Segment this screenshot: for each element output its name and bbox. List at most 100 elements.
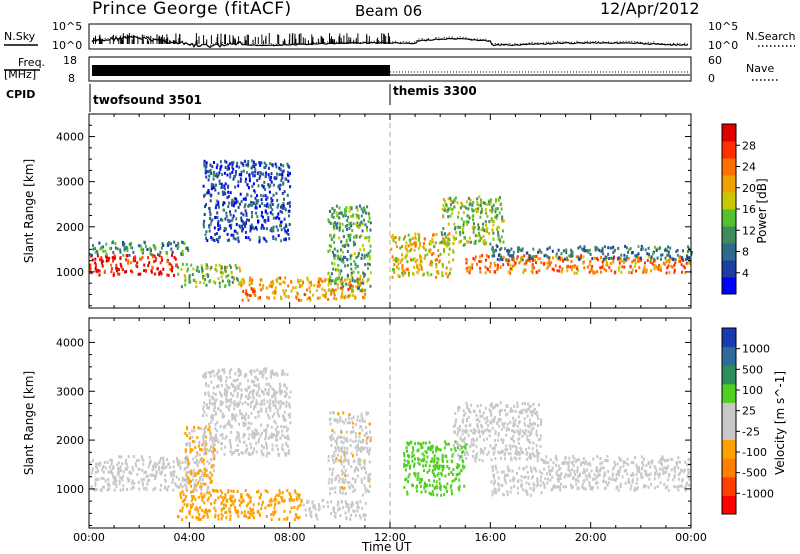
echo-cell (528, 257, 531, 260)
echo-cell (245, 515, 248, 518)
echo-cell (620, 259, 623, 263)
echo-cell (340, 276, 343, 280)
colorbar-tick-label: 12 (742, 224, 756, 237)
echo-cell (148, 478, 151, 482)
echo-cell (217, 228, 220, 231)
echo-cell (99, 258, 102, 262)
echo-cell (277, 203, 280, 207)
echo-cell (351, 229, 354, 232)
echo-cell (309, 280, 312, 284)
echo-cell (244, 401, 247, 405)
echo-cell (228, 386, 231, 390)
echo-cell (230, 161, 233, 165)
echo-cell (336, 225, 339, 229)
echo-cell (219, 270, 222, 274)
echo-cell (361, 417, 364, 420)
echo-cell (106, 488, 109, 492)
echo-cell (223, 415, 226, 418)
echo-cell (224, 269, 227, 273)
echo-cell (497, 233, 500, 237)
echo-cell (577, 486, 580, 490)
echo-cell (244, 180, 247, 184)
echo-cell (686, 475, 689, 479)
echo-cell (221, 401, 224, 405)
echo-cell (606, 261, 609, 265)
echo-cell (494, 429, 497, 433)
echo-cell (346, 421, 349, 425)
echo-cell (329, 422, 332, 426)
echo-cell (261, 500, 264, 504)
echo-cell (470, 441, 473, 445)
echo-cell (276, 430, 279, 434)
echo-cell (212, 280, 215, 284)
echo-cell (258, 204, 261, 208)
echo-cell (350, 513, 353, 517)
echo-cell (280, 228, 283, 232)
echo-cell (205, 165, 208, 169)
echo-cell (110, 469, 113, 473)
echo-cell (234, 185, 237, 189)
echo-cell (542, 481, 545, 485)
echo-cell (221, 433, 224, 436)
echo-cell (570, 260, 573, 264)
echo-cell (153, 272, 156, 276)
echo-cell (89, 263, 92, 267)
echo-cell (344, 224, 347, 228)
echo-cell (528, 425, 531, 429)
echo-cell (424, 464, 427, 467)
echo-cell (640, 244, 643, 248)
echo-cell (556, 477, 559, 481)
echo-cell (610, 478, 613, 482)
echo-cell (583, 266, 586, 270)
echo-cell (504, 457, 506, 461)
echo-cell (606, 263, 609, 267)
echo-cell (221, 496, 224, 500)
echo-cell (411, 483, 414, 487)
echo-cell (497, 199, 500, 202)
echo-cell (414, 260, 417, 264)
echo-cell (511, 409, 514, 413)
echo-cell (268, 176, 271, 179)
echo-cell (359, 500, 362, 504)
echo-cell (219, 400, 222, 403)
echo-cell (673, 485, 676, 489)
echo-cell (548, 246, 551, 250)
echo-cell (160, 456, 162, 460)
echo-cell (356, 221, 359, 225)
echo-cell (475, 413, 478, 417)
echo-cell (329, 244, 332, 248)
echo-cell (211, 218, 214, 222)
echo-cell (327, 505, 330, 508)
colorbar-cell (722, 243, 736, 261)
echo-cell (94, 257, 97, 261)
echo-cell (638, 266, 641, 270)
echo-cell (249, 227, 252, 231)
echo-cell (167, 484, 170, 488)
echo-cell (204, 171, 207, 175)
echo-cell (523, 432, 526, 436)
echo-cell (204, 440, 206, 444)
echo-cell (282, 402, 285, 405)
echo-cell (348, 222, 351, 225)
echo-cell (473, 439, 476, 443)
echo-cell (547, 255, 550, 259)
echo-cell (363, 484, 366, 488)
echo-cell (156, 462, 159, 466)
echo-cell (247, 204, 250, 208)
echo-cell (227, 190, 230, 194)
echo-cell (453, 430, 456, 434)
echo-cell (624, 259, 627, 263)
echo-cell (506, 493, 509, 497)
echo-cell (271, 448, 274, 452)
echo-cell (358, 235, 361, 239)
echo-cell (497, 253, 500, 257)
echo-cell (231, 451, 234, 455)
echo-cell (258, 512, 261, 516)
echo-cell (348, 480, 351, 484)
echo-cell (245, 171, 248, 175)
echo-cell (479, 270, 482, 274)
echo-cell (454, 423, 457, 427)
echo-cell (228, 263, 231, 267)
echo-cell (192, 487, 195, 491)
echo-cell (404, 468, 407, 472)
